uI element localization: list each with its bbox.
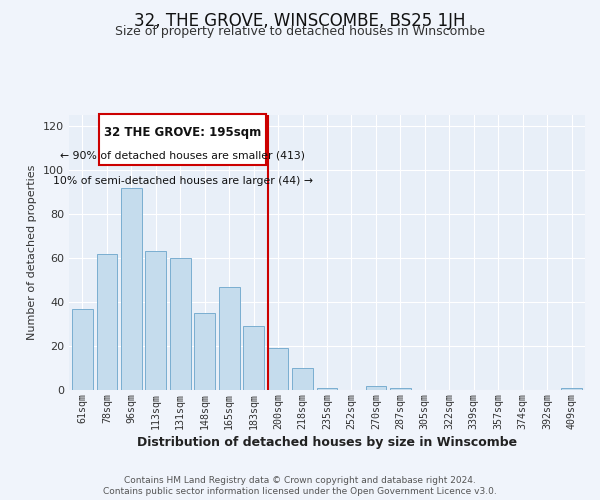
- Text: Contains HM Land Registry data © Crown copyright and database right 2024.: Contains HM Land Registry data © Crown c…: [124, 476, 476, 485]
- Text: 10% of semi-detached houses are larger (44) →: 10% of semi-detached houses are larger (…: [53, 176, 313, 186]
- Text: 32, THE GROVE, WINSCOMBE, BS25 1JH: 32, THE GROVE, WINSCOMBE, BS25 1JH: [134, 12, 466, 30]
- Bar: [317, 388, 337, 390]
- Text: Size of property relative to detached houses in Winscombe: Size of property relative to detached ho…: [115, 25, 485, 38]
- Bar: [292, 368, 313, 390]
- Text: Contains public sector information licensed under the Open Government Licence v3: Contains public sector information licen…: [103, 488, 497, 496]
- X-axis label: Distribution of detached houses by size in Winscombe: Distribution of detached houses by size …: [137, 436, 517, 448]
- Bar: [72, 308, 93, 390]
- Bar: [390, 388, 411, 390]
- Bar: [145, 252, 166, 390]
- Y-axis label: Number of detached properties: Number of detached properties: [28, 165, 37, 340]
- Bar: [561, 388, 582, 390]
- Text: 32 THE GROVE: 195sqm: 32 THE GROVE: 195sqm: [104, 126, 262, 139]
- Bar: [243, 326, 264, 390]
- Bar: [97, 254, 117, 390]
- Text: ← 90% of detached houses are smaller (413): ← 90% of detached houses are smaller (41…: [60, 151, 305, 161]
- Bar: [268, 348, 289, 390]
- FancyBboxPatch shape: [100, 114, 266, 165]
- Bar: [219, 286, 239, 390]
- Bar: [170, 258, 191, 390]
- Bar: [121, 188, 142, 390]
- Bar: [365, 386, 386, 390]
- Bar: [194, 313, 215, 390]
